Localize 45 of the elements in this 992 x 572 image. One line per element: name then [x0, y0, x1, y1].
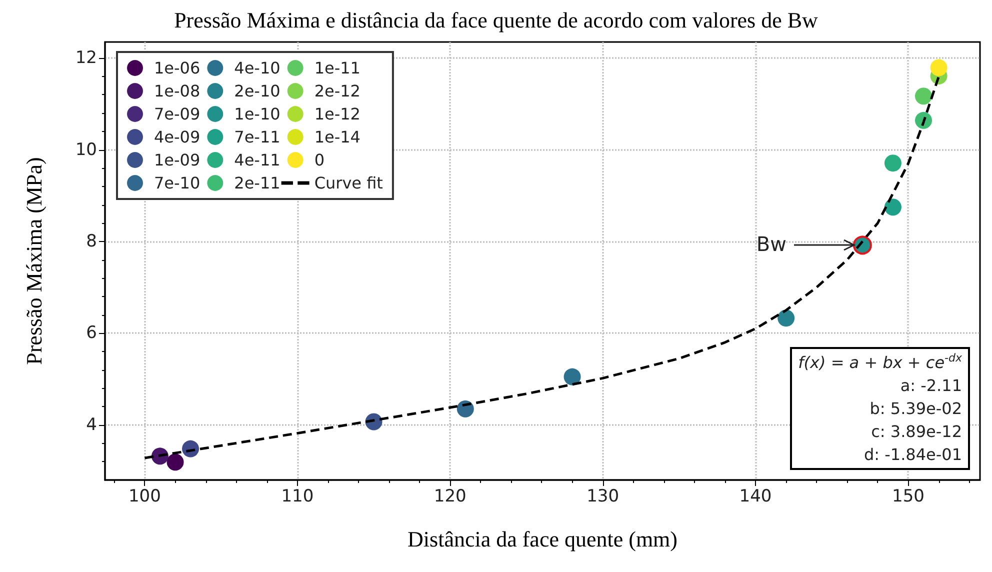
x-tick-label: 150: [892, 486, 924, 506]
legend-label: 1e-12: [314, 104, 360, 124]
point: [166, 454, 184, 471]
annotation: f(x) = a + bx + ce$^{-dx}$: [798, 351, 962, 374]
x-tick-label: 110: [281, 486, 314, 506]
legend-label: 1e-14: [314, 128, 360, 146]
legend-label: 1e-11: [314, 58, 360, 78]
annotation: c: 3.89e-12: [870, 421, 962, 443]
y-tick-label: 12: [75, 48, 97, 68]
legend-label: 4e-09: [154, 128, 200, 146]
y-tick-label: 10: [75, 140, 97, 160]
legend-label: 7e-09: [154, 104, 200, 124]
legend-label: 1e-09: [154, 150, 200, 170]
y-tick-label: 8: [86, 232, 97, 252]
point: [884, 154, 902, 172]
point: [884, 198, 902, 216]
x-tick-label: 140: [739, 486, 772, 506]
legend-label: 4e-10: [234, 58, 280, 78]
legend-label: Curve fit: [314, 174, 383, 192]
x-axis-title: Distância da face quente (mm): [408, 526, 678, 552]
legend-label: 4e-11: [234, 150, 280, 170]
legend-label: 2e-11: [234, 174, 280, 192]
x-tick-label: 130: [586, 486, 620, 506]
annotation: b: 5.39e-02: [868, 398, 962, 420]
point: [778, 310, 795, 327]
point: [564, 368, 581, 386]
legend-label: 0: [314, 150, 324, 170]
point: [930, 59, 948, 76]
legend-label: 1e-06: [154, 58, 200, 78]
point: [915, 88, 932, 105]
legend-label: 1e-10: [234, 104, 280, 124]
legend-label: 1e-08: [154, 82, 200, 100]
x-tick-label: 120: [434, 486, 466, 506]
y-tick-label: 6: [86, 323, 97, 344]
annotation: d: -1.84e-01: [862, 444, 962, 466]
legend-label: 7e-10: [154, 174, 200, 192]
x-tick-label: 100: [128, 486, 161, 506]
legend-label: 2e-10: [234, 82, 280, 100]
y-axis-title: Pressão Máxima (MPa): [22, 157, 46, 365]
annotation: a: -2.11: [899, 375, 962, 397]
legend-label: 2e-12: [314, 82, 360, 100]
annotation: Bw: [756, 232, 786, 256]
y-tick-label: 4: [86, 414, 97, 435]
legend-label: 7e-11: [234, 128, 280, 146]
chart-title: Pressão Máxima e distância da face quente de acordo com valores de Bw: [174, 8, 818, 32]
